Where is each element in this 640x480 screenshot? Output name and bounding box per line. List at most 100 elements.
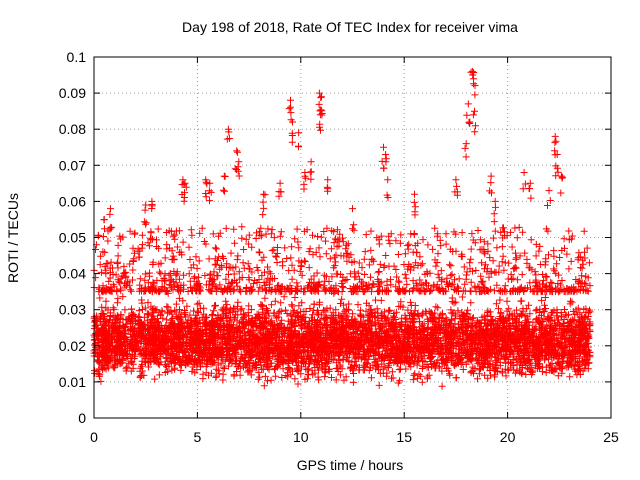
- data-point: [332, 376, 340, 384]
- data-point: [432, 303, 440, 311]
- data-point: [385, 306, 393, 314]
- data-point: [96, 294, 104, 302]
- data-point: [144, 299, 152, 307]
- data-point: [288, 301, 296, 309]
- data-point: [260, 382, 268, 390]
- data-point: [399, 303, 407, 311]
- data-point: [282, 306, 289, 314]
- data-point: [425, 371, 433, 379]
- data-point: [110, 364, 118, 372]
- data-point: [522, 371, 530, 378]
- data-point: [209, 311, 216, 318]
- data-point: [526, 310, 534, 318]
- data-point: [236, 371, 244, 379]
- data-point: [288, 302, 296, 310]
- data-point: [554, 372, 562, 380]
- data-point: [362, 307, 370, 315]
- data-point: [532, 307, 540, 315]
- data-point: [459, 366, 467, 373]
- data-point: [163, 303, 171, 311]
- data-point: [210, 307, 218, 315]
- data-point: [110, 306, 118, 314]
- data-point: [438, 382, 446, 390]
- data-point: [195, 299, 203, 307]
- data-point: [227, 313, 234, 321]
- data-point: [525, 301, 533, 309]
- data-point: [410, 371, 418, 379]
- data-point: [553, 312, 561, 320]
- data-point: [121, 306, 129, 314]
- data-point: [367, 374, 375, 382]
- data-point: [238, 305, 246, 313]
- data-point: [199, 370, 207, 378]
- data-point: [158, 308, 166, 316]
- data-point: [171, 306, 179, 314]
- data-point: [481, 371, 489, 379]
- data-point: [113, 299, 121, 307]
- data-point: [163, 316, 171, 324]
- data-point: [474, 375, 481, 383]
- chart-title: Day 198 of 2018, Rate Of TEC Index for r…: [182, 19, 518, 35]
- data-point: [261, 372, 269, 380]
- data-point: [354, 301, 362, 309]
- data-point: [138, 296, 146, 304]
- data-point: [267, 301, 275, 309]
- data-point: [469, 363, 477, 371]
- data-point: [193, 300, 201, 308]
- data-point: [323, 305, 331, 313]
- data-point: [186, 311, 194, 319]
- data-point: [337, 300, 344, 307]
- data-point: [502, 372, 510, 380]
- data-point: [222, 297, 230, 305]
- data-point: [245, 302, 253, 310]
- data-point: [586, 308, 594, 316]
- data-point: [225, 362, 233, 370]
- data-point: [388, 374, 395, 382]
- data-point: [448, 298, 456, 306]
- data-point: [128, 305, 135, 313]
- data-point: [271, 297, 279, 305]
- data-point: [423, 375, 431, 383]
- data-point: [407, 298, 415, 306]
- data-point: [517, 297, 525, 305]
- data-point: [284, 373, 292, 381]
- data-point: [340, 301, 348, 309]
- data-point: [407, 301, 415, 309]
- data-point: [385, 359, 393, 367]
- data-point: [102, 297, 110, 305]
- data-point: [219, 364, 227, 372]
- data-point: [568, 298, 576, 306]
- data-point: [330, 355, 338, 363]
- data-point: [415, 370, 423, 378]
- data-point: [172, 300, 180, 308]
- data-point: [388, 368, 396, 376]
- data-point: [277, 299, 285, 307]
- data-point: [306, 305, 314, 312]
- data-point: [247, 371, 255, 379]
- data-point: [349, 378, 357, 386]
- data-point: [135, 307, 143, 315]
- data-point: [434, 304, 442, 312]
- data-point: [338, 295, 346, 303]
- data-point: [272, 372, 280, 380]
- data-point: [503, 297, 511, 305]
- data-point: [151, 375, 159, 383]
- data-point: [342, 373, 350, 381]
- data-point: [450, 299, 458, 307]
- data-point: [291, 375, 299, 383]
- data-point: [538, 296, 546, 304]
- data-point: [467, 299, 475, 307]
- data-point: [321, 373, 329, 381]
- data-point: [566, 373, 574, 381]
- data-point: [237, 306, 245, 314]
- data-point: [496, 296, 504, 304]
- data-point: [211, 302, 219, 310]
- data-point: [452, 374, 460, 382]
- data-point: [177, 366, 185, 374]
- data-point: [418, 378, 426, 386]
- data-point: [454, 307, 462, 315]
- data-point: [219, 376, 227, 384]
- data-point: [375, 381, 383, 389]
- data-point: [261, 294, 269, 302]
